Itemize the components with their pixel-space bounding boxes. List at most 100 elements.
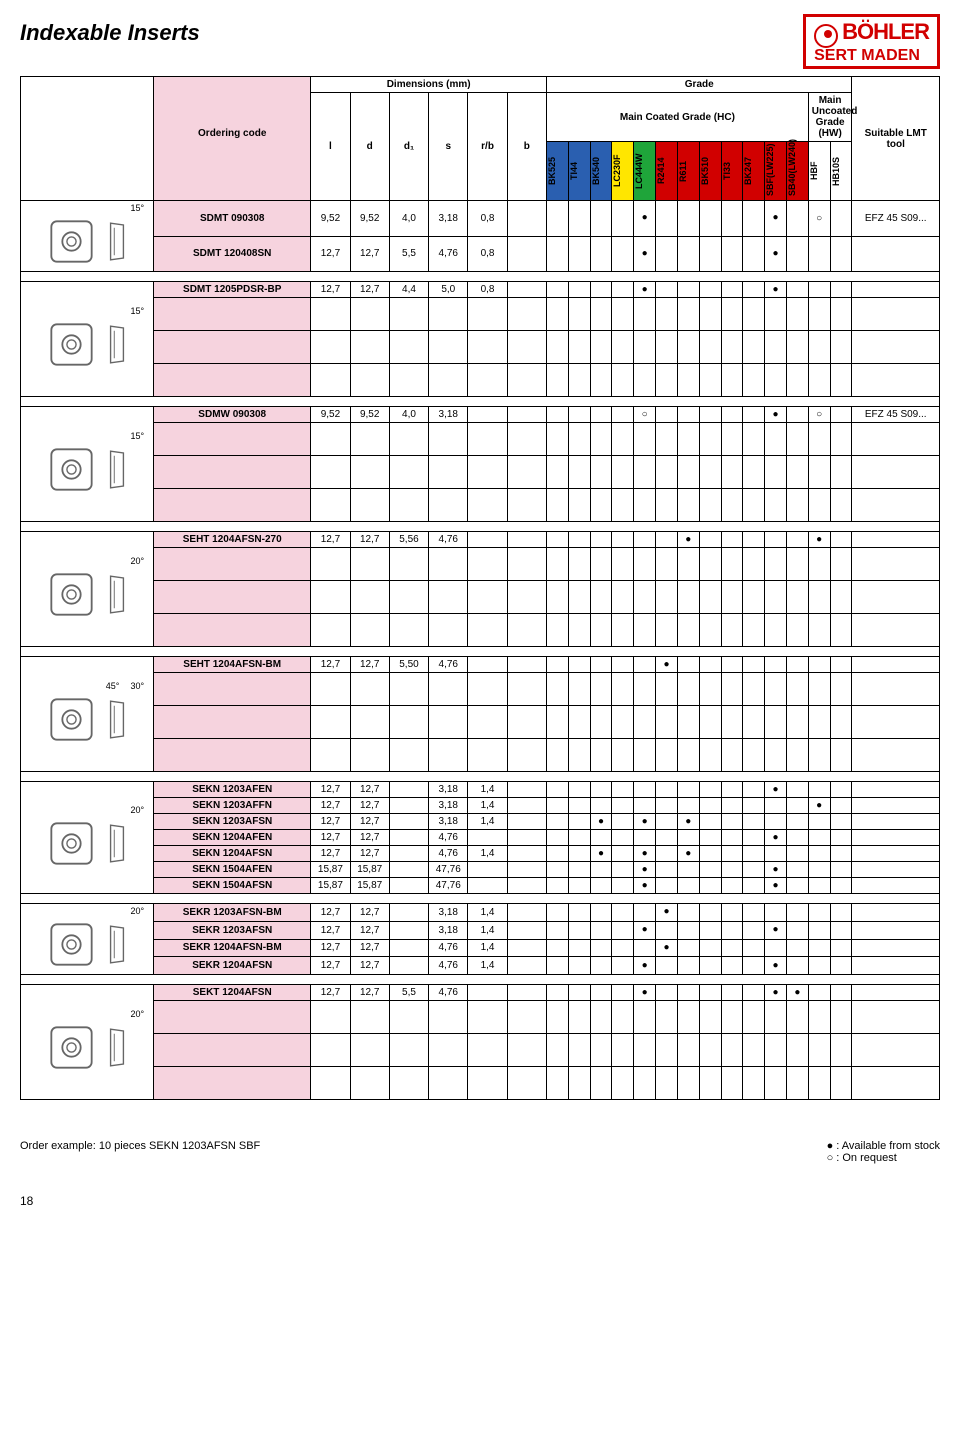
dim-value: 4,0	[389, 407, 428, 423]
table-row: SEKN 1504AFEN15,8715,8747,76●●	[21, 862, 940, 878]
grade-mark	[765, 798, 787, 814]
legend-stock: ● : Available from stock	[827, 1140, 940, 1152]
suitable-tool	[852, 921, 940, 939]
grade-mark	[830, 830, 852, 846]
dim-value	[507, 904, 546, 922]
grade-mark	[786, 904, 808, 922]
grade-mark: ●	[765, 407, 787, 423]
grade-mark	[699, 532, 721, 548]
table-row: 15° SDMT 1205PDSR-BP12,712,74,45,00,8●●	[21, 282, 940, 298]
grade-mark	[677, 921, 699, 939]
grade-mark	[590, 939, 612, 957]
dim-value: 12,7	[311, 798, 350, 814]
dim-value	[468, 878, 507, 894]
grade-mark	[830, 236, 852, 272]
grade-mark	[786, 814, 808, 830]
grade-mark	[547, 878, 569, 894]
grade-mark	[830, 657, 852, 673]
dim-value: 9,52	[350, 407, 389, 423]
dim-value	[507, 798, 546, 814]
spacer-row	[21, 739, 940, 772]
grade-mark	[808, 939, 830, 957]
dim-value: 3,18	[429, 798, 468, 814]
dim-value: 12,7	[311, 985, 350, 1001]
table-row: 20° SEHT 1204AFSN-27012,712,75,564,76●●	[21, 532, 940, 548]
hdr-grade-col: BK540	[590, 142, 612, 201]
grade-mark	[830, 782, 852, 798]
dim-value: 15,87	[311, 862, 350, 878]
grade-mark	[677, 657, 699, 673]
grade-mark	[721, 862, 743, 878]
dim-value	[468, 532, 507, 548]
grade-mark	[634, 904, 656, 922]
grade-mark	[612, 236, 634, 272]
table-row: SEKN 1203AFFN12,712,73,181,4●	[21, 798, 940, 814]
grade-mark	[786, 236, 808, 272]
grade-mark	[786, 957, 808, 975]
hdr-grade-col: SBF(LW225)	[765, 142, 787, 201]
grade-mark: ●	[634, 862, 656, 878]
table-row: SEKR 1204AFSN12,712,74,761,4●●	[21, 957, 940, 975]
grade-mark	[634, 782, 656, 798]
grade-mark	[568, 957, 590, 975]
grade-mark	[677, 878, 699, 894]
dim-value	[389, 939, 428, 957]
insert-diagram: 15°	[21, 282, 154, 397]
dim-value: 12,7	[350, 846, 389, 862]
grade-mark	[786, 921, 808, 939]
grade-mark	[547, 846, 569, 862]
grade-mark	[699, 282, 721, 298]
insert-diagram: 20°	[21, 782, 154, 894]
grade-mark	[547, 282, 569, 298]
grade-mark: ●	[808, 798, 830, 814]
ordering-code: SEKN 1504AFEN	[154, 862, 311, 878]
ordering-code: SEKT 1204AFSN	[154, 985, 311, 1001]
suitable-tool	[852, 985, 940, 1001]
grade-mark	[808, 782, 830, 798]
grade-mark	[721, 407, 743, 423]
page-number: 18	[20, 1194, 940, 1208]
grade-mark	[677, 862, 699, 878]
hdr-grade-col: BK510	[699, 142, 721, 201]
suitable-tool: EFZ 45 S09...	[852, 201, 940, 237]
grade-mark: ●	[634, 201, 656, 237]
grade-mark	[656, 236, 678, 272]
grade-mark	[677, 407, 699, 423]
table-row: SDMT 120408SN12,712,75,54,760,8●●	[21, 236, 940, 272]
grade-mark	[786, 846, 808, 862]
spacer-row	[21, 331, 940, 364]
grade-mark	[568, 407, 590, 423]
hdr-grade-col: HB10S	[830, 142, 852, 201]
grade-mark	[721, 814, 743, 830]
grade-mark: ○	[808, 407, 830, 423]
insert-diagram: 15°	[21, 201, 154, 272]
brand-logo: BÖHLER SERT MADEN	[803, 14, 940, 69]
grade-mark	[547, 782, 569, 798]
grade-mark	[677, 957, 699, 975]
dim-value	[389, 846, 428, 862]
grade-mark	[765, 532, 787, 548]
grade-mark	[786, 282, 808, 298]
hdr-suitable: Suitable LMT tool	[852, 77, 940, 201]
hdr-dim-col: b	[507, 93, 546, 201]
grade-mark	[590, 921, 612, 939]
page-footer: Order example: 10 pieces SEKN 1203AFSN S…	[20, 1140, 940, 1164]
spacer-row	[21, 456, 940, 489]
dim-value: 12,7	[350, 985, 389, 1001]
dim-value: 12,7	[311, 846, 350, 862]
dim-value: 12,7	[350, 814, 389, 830]
grade-mark	[612, 657, 634, 673]
hdr-grade-col: R611	[677, 142, 699, 201]
ordering-code: SEHT 1204AFSN-270	[154, 532, 311, 548]
grade-mark	[830, 282, 852, 298]
grade-mark	[808, 985, 830, 1001]
grade-mark	[743, 201, 765, 237]
grade-mark	[590, 985, 612, 1001]
table-row: 20° SEKT 1204AFSN12,712,75,54,76●●●	[21, 985, 940, 1001]
dim-value	[507, 878, 546, 894]
dim-value: 12,7	[350, 282, 389, 298]
grade-mark: ●	[634, 814, 656, 830]
suitable-tool	[852, 236, 940, 272]
table-row: SEKR 1204AFSN-BM12,712,74,761,4●	[21, 939, 940, 957]
grade-mark: ●	[765, 830, 787, 846]
